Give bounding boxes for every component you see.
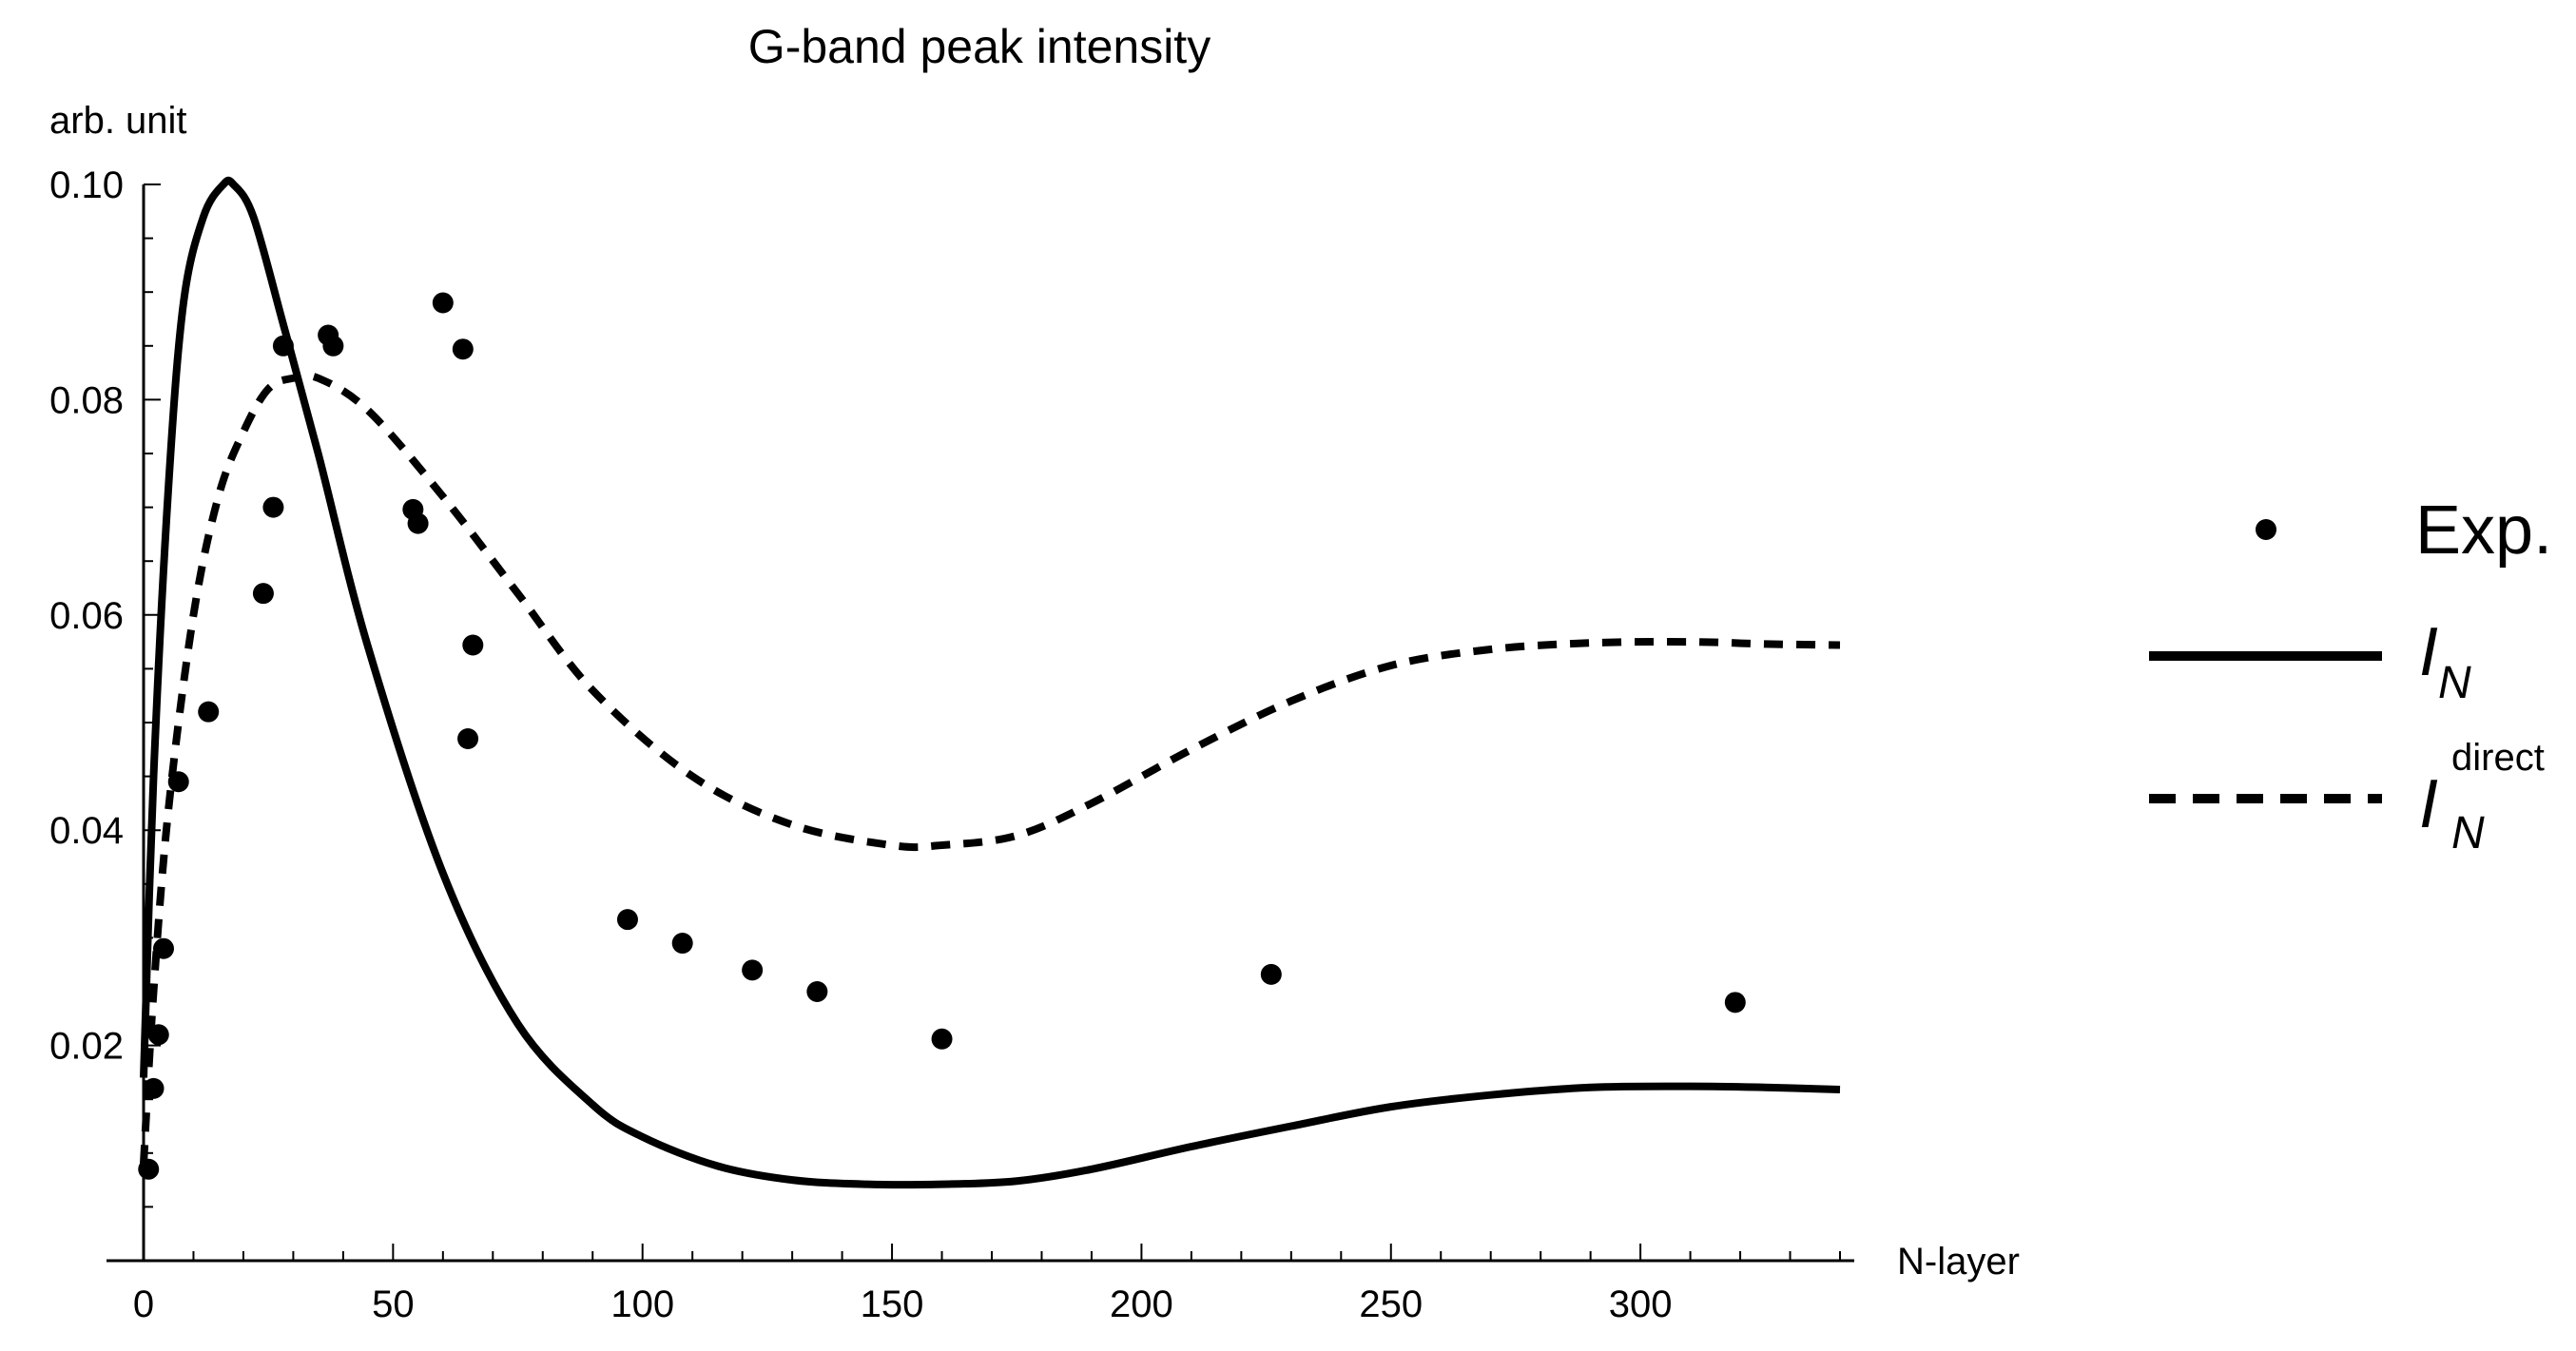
legend-label-direct-base: I [2419,766,2438,842]
exp-data-point [138,1158,160,1180]
exp-data-point [262,496,284,518]
x-tick-label: 0 [133,1283,154,1325]
exp-data-point [742,959,764,981]
curve-in [140,176,1841,1189]
y-tick-label: 0.04 [49,810,124,852]
x-axis-ticks: 0 50 100 150 200 250 300 [133,1244,1841,1325]
exp-data-point [1260,963,1282,985]
exp-data-point [432,292,454,314]
exp-data-point [198,701,220,723]
exp-data-point [616,909,638,931]
x-axis-label: N-layer [1897,1241,2020,1283]
legend: Exp. IN I direct N [2149,492,2552,859]
x-tick-label: 200 [1110,1283,1173,1325]
y-tick-label: 0.08 [49,379,124,421]
legend-label-in-subscript: N [2438,658,2471,708]
exp-data-point [457,727,479,749]
exp-data-point [252,583,274,605]
legend-label-direct-superscript: direct [2451,737,2545,779]
exp-data-point [462,634,484,656]
y-tick-label: 0.06 [49,595,124,637]
curve-in-direct [140,371,1841,1165]
x-tick-label: 50 [372,1283,415,1325]
exp-data-point [671,933,693,955]
legend-label-direct-subscript: N [2451,808,2485,859]
legend-label-in: IN [2419,614,2471,708]
y-tick-label: 0.10 [49,164,124,206]
chart-title: G-band peak intensity [748,20,1211,73]
x-tick-label: 100 [610,1283,674,1325]
exp-data-point [806,981,828,1002]
legend-label-in-base: I [2419,614,2438,690]
y-tick-label: 0.02 [49,1026,124,1068]
exp-data-point [931,1028,953,1050]
exp-data-point [407,512,429,534]
exp-data-point [452,338,474,360]
exp-data-point [322,335,344,357]
plot-series [138,176,1841,1189]
exp-data-point [1724,992,1746,1013]
x-tick-label: 250 [1359,1283,1423,1325]
y-axis-ticks: 0.02 0.04 0.06 0.08 0.10 [49,164,161,1208]
x-tick-label: 300 [1609,1283,1673,1325]
legend-label-exp: Exp. [2415,492,2552,569]
legend-marker-exp [2256,519,2276,540]
y-axis-label: arb. unit [49,100,187,142]
axes [107,184,1854,1263]
x-tick-label: 150 [861,1283,924,1325]
